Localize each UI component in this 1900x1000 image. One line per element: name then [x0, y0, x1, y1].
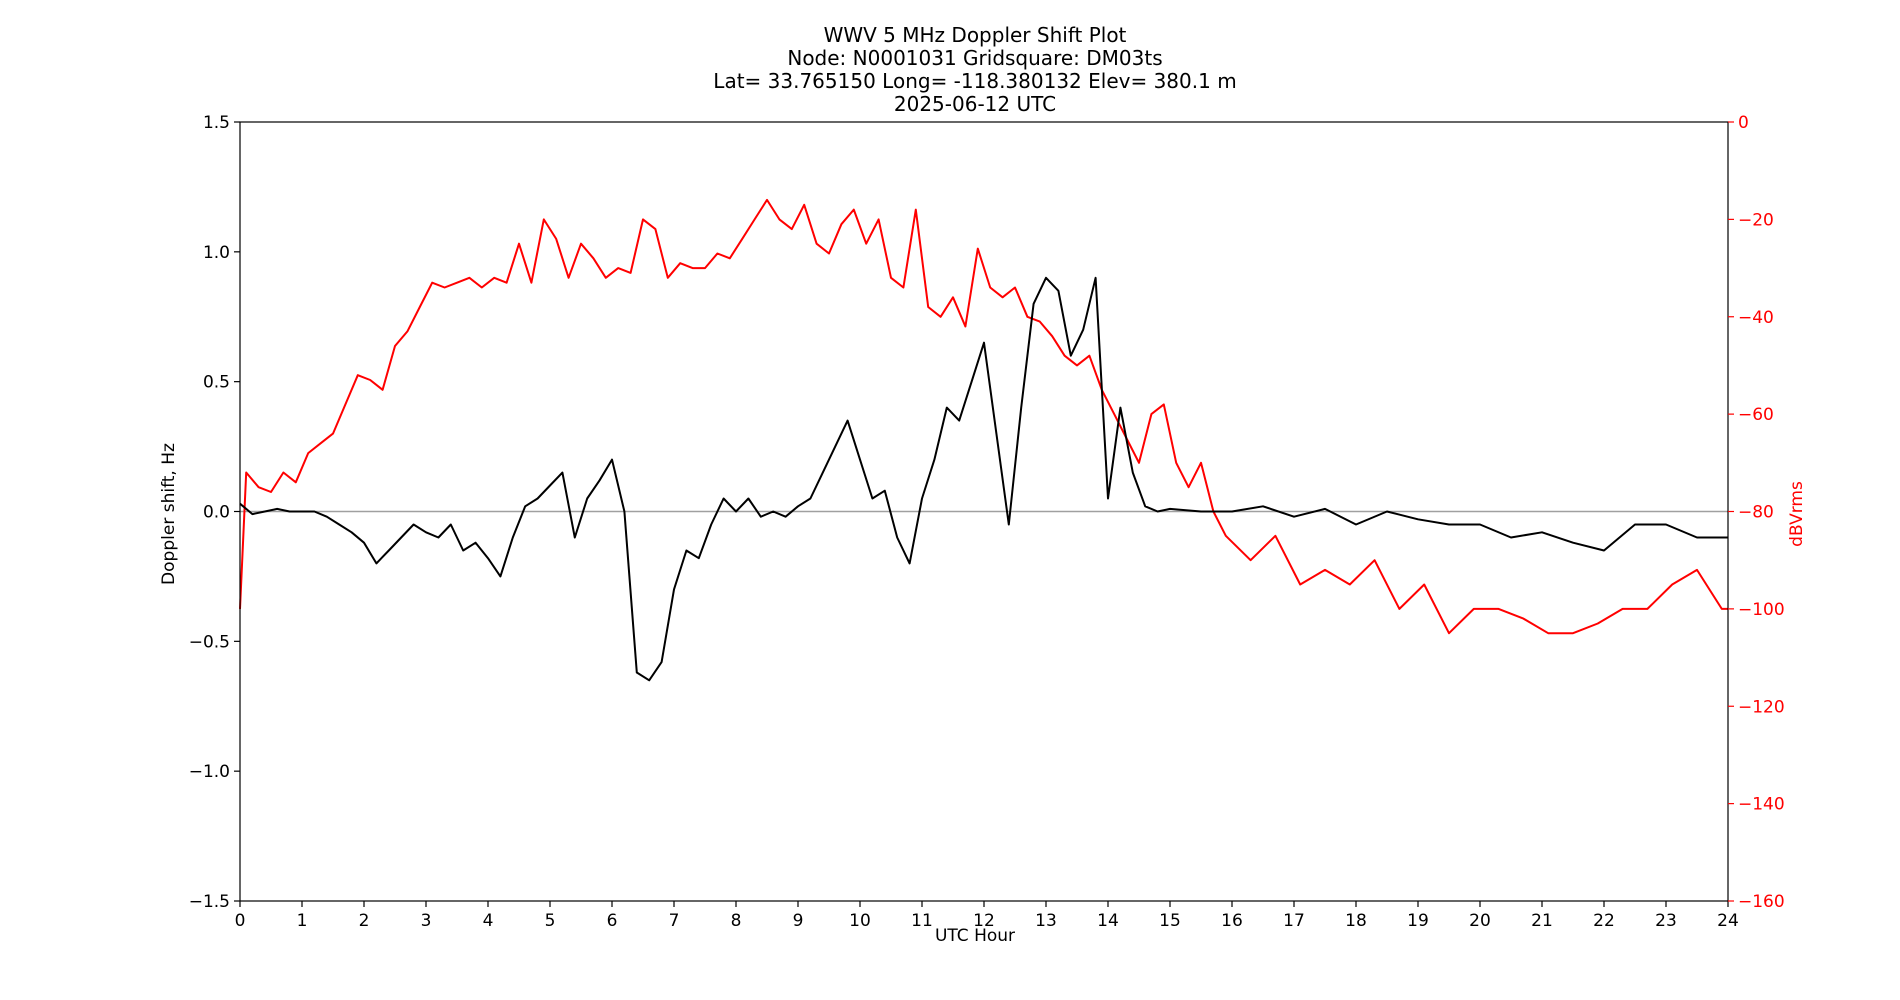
left-y-tick-label: −1.5: [189, 892, 230, 912]
doppler-series-line: [239, 276, 1728, 682]
x-tick-label: 7: [669, 911, 680, 931]
x-tick-label: 1: [297, 911, 308, 931]
right-y-tick-label: −140: [1738, 795, 1785, 815]
x-tick-label: 8: [731, 911, 742, 931]
right-y-tick-label: −60: [1738, 405, 1774, 425]
x-tick-label: 9: [793, 911, 804, 931]
right-y-tick-label: −20: [1738, 210, 1774, 230]
x-tick-label: 5: [545, 911, 556, 931]
left-y-axis-label: Doppler shift, Hz: [159, 443, 179, 585]
left-y-tick-label: 1.5: [203, 113, 230, 133]
x-tick-label: 2: [359, 911, 370, 931]
x-tick-label: 24: [1717, 911, 1739, 931]
right-y-axis-ticks: 0 −20 −40 −60 −80 −100 −120 −140 −160: [1728, 113, 1785, 912]
power-series-line: [239, 198, 1728, 635]
x-tick-label: 22: [1593, 911, 1615, 931]
x-tick-label: 21: [1531, 911, 1553, 931]
x-tick-label: 23: [1655, 911, 1677, 931]
chart-title-line-3: Lat= 33.765150 Long= -118.380132 Elev= 3…: [713, 69, 1236, 93]
x-tick-label: 6: [607, 911, 618, 931]
left-y-tick-label: 1.0: [203, 243, 230, 263]
right-y-tick-label: −160: [1738, 892, 1785, 912]
left-y-tick-label: −1.0: [189, 762, 230, 782]
x-tick-label: 14: [1097, 911, 1119, 931]
chart-title-line-2: Node: N0001031 Gridsquare: DM03ts: [787, 46, 1162, 70]
x-tick-label: 18: [1345, 911, 1367, 931]
right-y-tick-label: −120: [1738, 697, 1785, 717]
right-y-axis-label: dBVrms: [1787, 481, 1807, 547]
x-tick-label: 12: [973, 911, 995, 931]
x-tick-label: 3: [421, 911, 432, 931]
x-tick-label: 19: [1407, 911, 1429, 931]
right-y-tick-label: 0: [1738, 113, 1749, 133]
x-axis-ticks: 0 1 2 3 4 5 6 7 8 9 10 11 12 13 14 15 16 17 18 19 20 21 22 23 24: [235, 901, 1739, 931]
right-y-tick-label: −100: [1738, 600, 1785, 620]
right-y-tick-label: −80: [1738, 503, 1774, 523]
left-y-tick-label: 0.5: [203, 373, 230, 393]
x-tick-label: 13: [1035, 911, 1057, 931]
x-tick-label: 15: [1159, 911, 1181, 931]
x-tick-label: 0: [235, 911, 246, 931]
x-tick-label: 10: [849, 911, 871, 931]
left-y-tick-label: −0.5: [189, 632, 230, 652]
chart-title-line-1: WWV 5 MHz Doppler Shift Plot: [824, 23, 1127, 47]
chart-title-line-4: 2025-06-12 UTC: [894, 92, 1056, 116]
right-y-tick-label: −40: [1738, 308, 1774, 328]
left-y-tick-label: 0.0: [203, 503, 230, 523]
x-axis-label: UTC Hour: [935, 926, 1015, 946]
x-tick-label: 20: [1469, 911, 1491, 931]
left-y-axis-ticks: 1.5 1.0 0.5 0.0 −0.5 −1.0 −1.5: [189, 113, 240, 912]
x-tick-label: 16: [1221, 911, 1243, 931]
x-tick-label: 17: [1283, 911, 1305, 931]
x-tick-label: 4: [483, 911, 494, 931]
x-tick-label: 11: [911, 911, 933, 931]
